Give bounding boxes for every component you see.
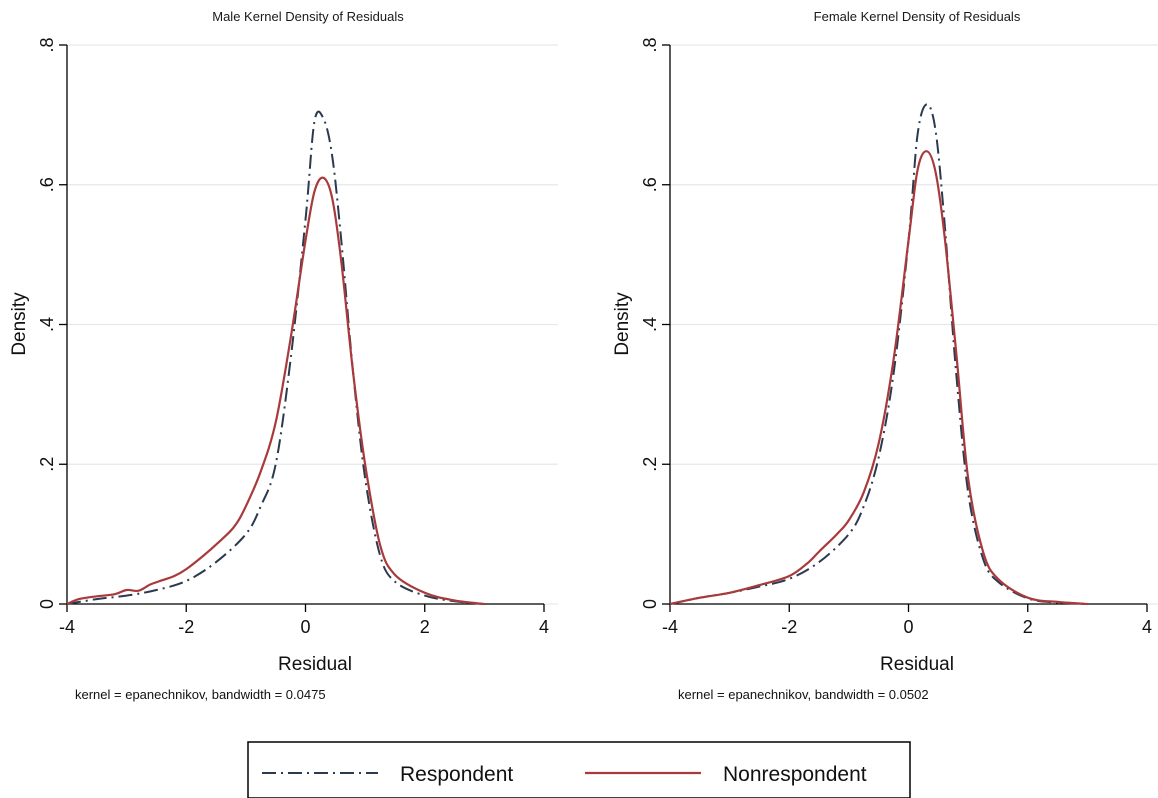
chart-title: Female Kernel Density of Residuals <box>814 9 1021 24</box>
nonrespondent-density-line <box>66 176 485 606</box>
axis-ticks <box>662 44 1148 612</box>
x-tick-label: -4 <box>59 617 75 637</box>
respondent-density-line <box>66 110 485 605</box>
y-tick-label: .6 <box>37 177 57 192</box>
x-tick-label: 0 <box>300 617 310 637</box>
y-axis-label: Density <box>9 292 30 356</box>
y-tick-label: 0 <box>640 599 660 609</box>
gridlines <box>670 44 1158 605</box>
x-tick-label: 4 <box>1142 617 1152 637</box>
y-tick-label: .8 <box>640 37 660 52</box>
x-tick-label: 0 <box>903 617 913 637</box>
y-tick-label: .2 <box>37 457 57 472</box>
legend-label-nonrespondent: Nonrespondent <box>723 763 867 786</box>
female-density-panel: Female Kernel Density of Residuals -4 -2… <box>612 9 1158 702</box>
y-tick-label: 0 <box>37 599 57 609</box>
series-lines <box>66 110 485 606</box>
x-axis-label: Residual <box>880 654 954 675</box>
kernel-note: kernel = epanechnikov, bandwidth = 0.050… <box>678 687 929 702</box>
x-tick-label: 2 <box>1023 617 1033 637</box>
nonrespondent-density-line <box>669 150 1088 606</box>
x-tick-label: -2 <box>178 617 194 637</box>
axis-ticks <box>59 44 545 612</box>
y-tick-label: .8 <box>37 37 57 52</box>
x-tick-label: -2 <box>781 617 797 637</box>
y-tick-label: .2 <box>640 457 660 472</box>
legend-label-respondent: Respondent <box>400 763 513 786</box>
tick-labels: -4 -2 0 2 4 0 .2 .4 .6 .8 <box>640 37 1152 637</box>
legend-box <box>247 741 911 798</box>
respondent-density-line <box>669 103 1088 605</box>
y-tick-label: .4 <box>37 317 57 332</box>
legend: Respondent Nonrespondent <box>247 741 911 798</box>
y-tick-label: .4 <box>640 317 660 332</box>
y-axis-label: Density <box>612 292 633 356</box>
y-tick-label: .6 <box>640 177 660 192</box>
x-tick-label: 4 <box>539 617 549 637</box>
chart-title: Male Kernel Density of Residuals <box>212 9 404 24</box>
x-tick-label: 2 <box>420 617 430 637</box>
x-tick-label: -4 <box>662 617 678 637</box>
series-lines <box>669 103 1088 606</box>
tick-labels: -4 -2 0 2 4 0 .2 .4 .6 .8 <box>37 37 549 637</box>
x-axis-label: Residual <box>278 654 352 675</box>
kernel-note: kernel = epanechnikov, bandwidth = 0.047… <box>75 687 326 702</box>
male-density-panel: Male Kernel Density of Residuals -4 -2 0… <box>9 9 558 702</box>
